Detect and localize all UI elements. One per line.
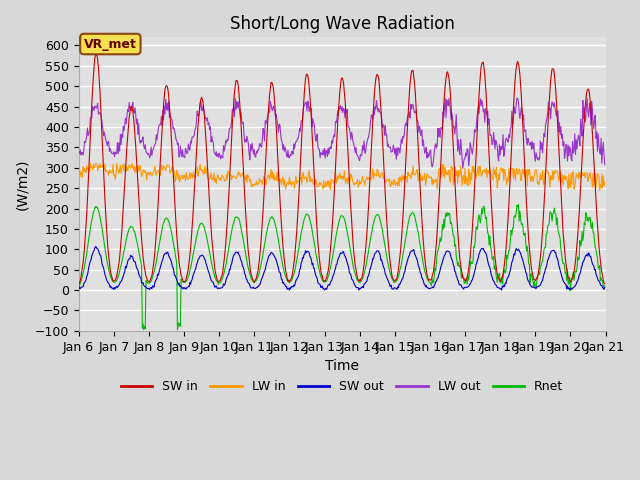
LW out	[601, 162, 609, 168]
LW in	[406, 173, 414, 179]
Rnet	[138, 325, 146, 331]
SW in	[140, 254, 147, 260]
LW in	[75, 174, 83, 180]
SW out	[355, 287, 363, 293]
X-axis label: Time: Time	[325, 359, 359, 373]
Y-axis label: (W/m2): (W/m2)	[15, 158, 29, 210]
LW in	[193, 170, 200, 176]
SW in	[92, 51, 100, 57]
SW out	[422, 283, 430, 288]
LW in	[422, 182, 429, 188]
Text: VR_met: VR_met	[84, 37, 137, 50]
Rnet	[422, 270, 429, 276]
Rnet	[220, 270, 228, 276]
SW in	[406, 80, 414, 86]
Rnet	[515, 202, 522, 207]
LW out	[75, 150, 83, 156]
Line: SW in: SW in	[79, 54, 605, 285]
SW in	[220, 256, 228, 262]
SW in	[193, 149, 200, 155]
LW in	[84, 167, 92, 173]
SW out	[220, 282, 228, 288]
LW out	[232, 96, 239, 101]
Line: LW in: LW in	[79, 164, 605, 190]
Title: Short/Long Wave Radiation: Short/Long Wave Radiation	[230, 15, 454, 33]
Rnet	[75, 286, 83, 291]
SW out	[75, 287, 83, 292]
Line: Rnet: Rnet	[79, 204, 605, 330]
SW out	[92, 244, 99, 250]
LW out	[138, 136, 146, 142]
SW out	[601, 284, 609, 290]
LW out	[406, 115, 414, 121]
Line: SW out: SW out	[79, 247, 605, 290]
SW out	[193, 262, 200, 268]
LW in	[220, 178, 228, 184]
LW out	[220, 143, 227, 148]
Rnet	[406, 213, 414, 218]
LW in	[596, 187, 604, 193]
Line: LW out: LW out	[79, 98, 605, 168]
LW out	[84, 133, 92, 139]
SW out	[407, 249, 415, 254]
LW out	[422, 148, 429, 154]
LW in	[86, 161, 94, 167]
SW in	[75, 282, 83, 288]
SW out	[140, 280, 147, 286]
Rnet	[173, 327, 181, 333]
LW in	[140, 168, 147, 173]
SW in	[84, 182, 92, 188]
Rnet	[601, 283, 609, 288]
Rnet	[193, 234, 200, 240]
LW out	[459, 166, 467, 171]
LW out	[192, 126, 200, 132]
SW out	[84, 268, 92, 274]
SW in	[422, 262, 429, 268]
Rnet	[84, 240, 92, 246]
LW in	[601, 179, 609, 185]
Legend: SW in, LW in, SW out, LW out, Rnet: SW in, LW in, SW out, LW out, Rnet	[116, 375, 568, 398]
SW in	[601, 281, 609, 287]
